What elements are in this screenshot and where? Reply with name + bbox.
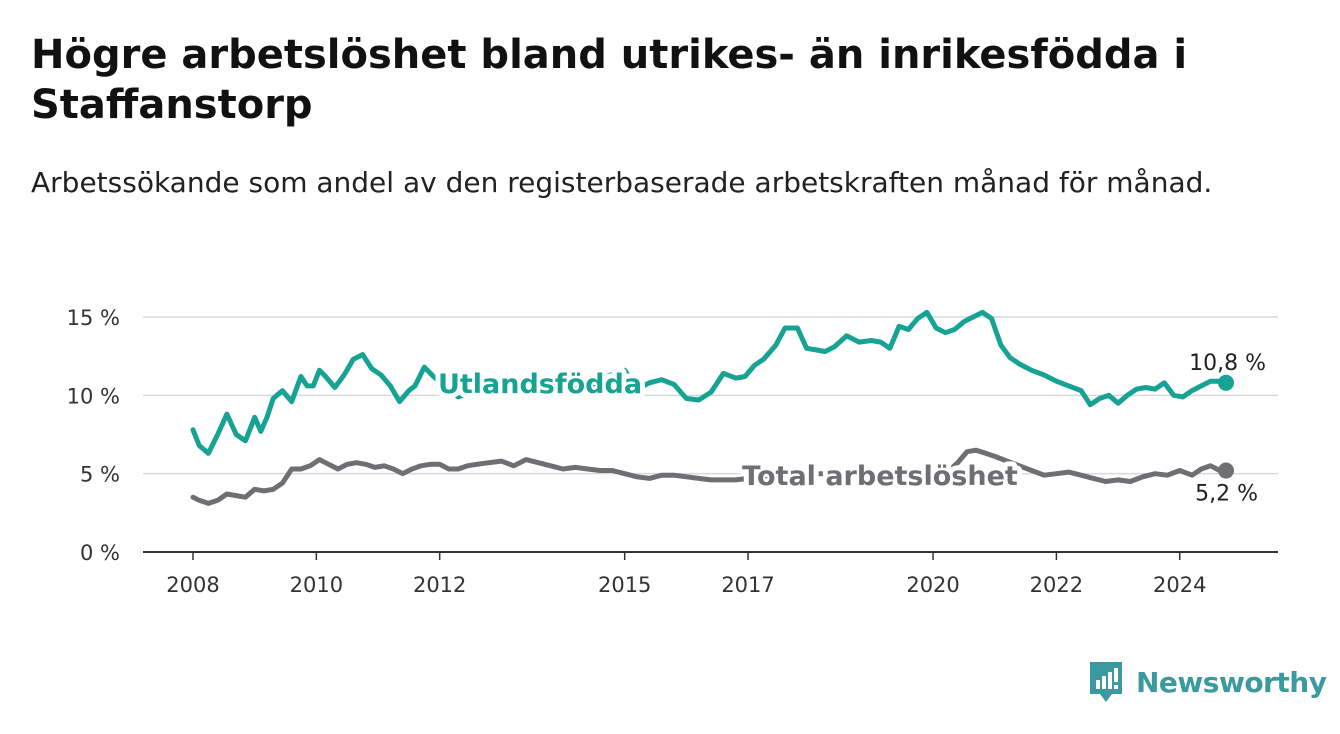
series-group xyxy=(190,309,1234,506)
x-tick-label-2017: 2017 xyxy=(721,573,774,597)
y-tick-label-15: 15 % xyxy=(67,306,120,330)
x-tick-label-2012: 2012 xyxy=(413,573,466,597)
y-tick-label-5: 5 % xyxy=(80,463,120,487)
x-tick-label-2008: 2008 xyxy=(166,573,219,597)
x-tick-label-2022: 2022 xyxy=(1030,573,1083,597)
series-end-point-1 xyxy=(1218,462,1234,479)
y-axis: 0 % 5 % 10 % 15 % xyxy=(67,306,120,565)
series-label-0: Utlandsfödda xyxy=(438,369,642,400)
brand-name: Newsworthy xyxy=(1136,665,1327,699)
end-value-label-0: 10,8 % xyxy=(1189,351,1266,376)
chart-title: Högre arbetslöshet bland utrikes- än inr… xyxy=(31,32,1188,128)
brand: Newsworthy xyxy=(1088,660,1327,704)
end-value-label-1: 5,2 % xyxy=(1195,482,1258,507)
x-axis: 2008 2010 2012 2015 2017 2020 2022 2024 xyxy=(143,551,1278,597)
x-tick-label-2010: 2010 xyxy=(290,573,343,597)
x-tick-label-2020: 2020 xyxy=(906,573,959,597)
x-tick-label-2024: 2024 xyxy=(1153,573,1206,597)
line-chart: 2008 2010 2012 2015 2017 2020 2022 2024 0 % 5 % 1… xyxy=(67,306,1278,597)
series-line-total xyxy=(190,447,1229,506)
series-labels: 10,8 % Utlandsfödda 5,2 % Total arbetslöshe… xyxy=(433,351,1266,507)
series-end-point-0 xyxy=(1218,374,1234,391)
y-tick-label-10: 10 % xyxy=(67,384,120,408)
newsworthy-logo-icon xyxy=(1090,662,1122,702)
series-label-1: Total arbetslöshet xyxy=(742,461,1018,492)
chart-subtitle: Arbetssökande som andel av den registerb… xyxy=(31,166,1213,199)
y-tick-label-0: 0 % xyxy=(80,541,120,565)
x-tick-label-2015: 2015 xyxy=(598,573,651,597)
series-line-utlandsfodda xyxy=(190,309,1229,456)
